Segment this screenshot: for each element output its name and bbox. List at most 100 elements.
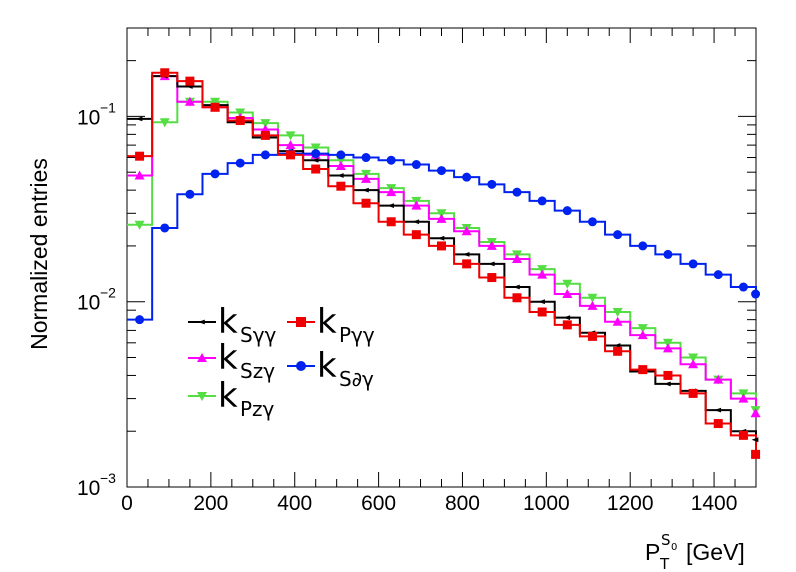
legend-label-sub: Pγγ (339, 323, 375, 347)
x-tick-label: 0 (121, 492, 133, 515)
legend-swatch-marker (197, 392, 207, 401)
data-point-0 (336, 173, 344, 178)
data-point-4 (235, 158, 245, 168)
y-axis-title: Normalized entries (26, 158, 52, 350)
data-point-3 (160, 68, 170, 78)
data-point-3 (688, 388, 698, 398)
legend-label-k: k (218, 338, 238, 378)
data-point-1 (361, 173, 372, 183)
data-point-3 (512, 293, 522, 303)
data-point-0 (714, 407, 722, 413)
data-point-4 (411, 160, 421, 170)
data-point-1 (587, 300, 598, 310)
data-point-4 (688, 259, 698, 269)
data-point-0 (613, 343, 621, 348)
legend-label-sub: Szγ (240, 359, 275, 383)
x-axis-title: P T S 0 [GeV] (645, 531, 745, 572)
x-tick-label: 1200 (607, 492, 654, 515)
data-point-4 (537, 196, 547, 206)
data-point-4 (437, 166, 446, 176)
data-point-3 (311, 164, 321, 174)
x-tick-label: 1400 (691, 492, 738, 515)
data-point-3 (286, 150, 296, 160)
data-point-2 (637, 324, 648, 334)
data-point-0 (563, 315, 571, 321)
data-point-4 (336, 150, 346, 160)
data-point-2 (260, 119, 271, 129)
x-title-base: P (645, 539, 660, 565)
data-point-1 (486, 240, 497, 250)
data-point-2 (562, 279, 573, 289)
legend-swatch-marker (198, 319, 205, 325)
data-point-3 (562, 320, 572, 330)
data-point-1 (511, 254, 522, 264)
legend-label-sub: Pzγ (240, 397, 275, 421)
data-point-2 (159, 118, 170, 128)
data-point-4 (386, 155, 396, 165)
data-point-3 (638, 365, 648, 375)
x-title-sup-sub: 0 (671, 542, 677, 553)
data-point-1 (335, 160, 346, 170)
data-point-3 (210, 102, 220, 112)
data-point-4 (361, 153, 371, 163)
data-point-1 (134, 170, 145, 180)
data-point-0 (462, 252, 470, 257)
data-point-0 (311, 157, 319, 163)
data-point-2 (134, 220, 145, 230)
data-point-2 (662, 338, 673, 348)
data-point-1 (386, 187, 397, 197)
data-point-3 (437, 241, 446, 251)
data-point-1 (411, 200, 422, 210)
data-point-0 (538, 299, 545, 305)
data-point-2 (688, 353, 699, 363)
data-point-0 (387, 203, 394, 209)
data-point-2 (436, 209, 447, 219)
data-point-4 (311, 149, 321, 159)
data-point-3 (411, 230, 421, 240)
y-tick-label-exp: −2 (100, 285, 116, 301)
legend-label-k: k (317, 302, 337, 342)
y-tick-label-base: 10 (77, 106, 100, 129)
legend-label-sub: Sγγ (240, 323, 277, 347)
x-title-sub: T (659, 555, 670, 572)
y-tick-label-base: 10 (77, 292, 100, 315)
data-point-3 (738, 430, 748, 440)
data-point-3 (713, 419, 723, 429)
legend-swatch-marker (296, 317, 306, 327)
data-point-2 (310, 143, 321, 153)
data-point-3 (235, 116, 245, 126)
data-point-1 (738, 393, 749, 403)
y-tick-label-exp: −3 (100, 470, 116, 486)
data-point-4 (751, 289, 761, 299)
data-point-1 (184, 96, 195, 106)
series-markers (134, 68, 761, 459)
data-point-1 (662, 343, 673, 353)
data-point-3 (751, 449, 761, 459)
data-point-3 (386, 217, 396, 227)
data-point-3 (587, 331, 597, 341)
data-point-3 (537, 307, 547, 317)
data-point-1 (713, 374, 724, 384)
data-point-4 (462, 172, 472, 182)
data-point-4 (638, 241, 648, 251)
data-point-0 (512, 284, 520, 290)
data-point-3 (663, 370, 673, 380)
x-title-sup: S (661, 531, 671, 549)
data-point-3 (185, 76, 195, 86)
series-line-4 (127, 152, 757, 321)
x-tick-label: 1000 (523, 492, 570, 515)
legend-label-k: k (218, 376, 238, 416)
x-title-unit: [GeV] (686, 539, 745, 565)
data-point-4 (260, 150, 270, 160)
data-point-4 (613, 230, 623, 240)
data-point-2 (285, 131, 296, 141)
data-point-2 (537, 265, 548, 275)
data-point-4 (135, 315, 145, 325)
data-point-3 (135, 151, 145, 161)
data-point-1 (562, 289, 573, 299)
data-point-4 (562, 206, 572, 216)
data-point-3 (613, 346, 623, 356)
data-point-0 (135, 116, 143, 122)
